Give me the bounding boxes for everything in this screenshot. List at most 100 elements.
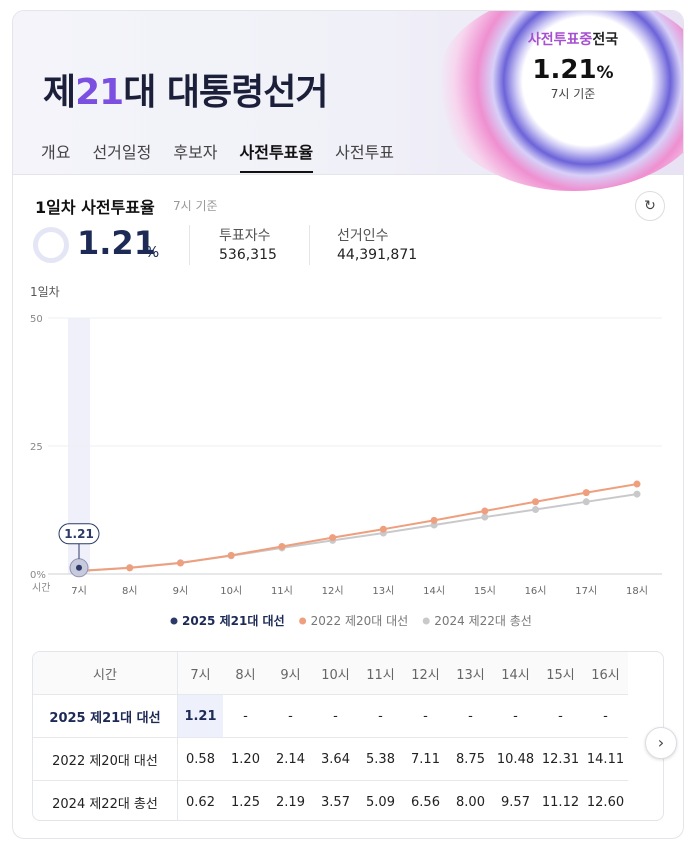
- header-cell: 11시: [358, 652, 403, 695]
- table-cell: 1.21: [177, 694, 223, 738]
- table-cell: 14.11: [583, 737, 628, 781]
- table-cell: 3.57: [313, 780, 358, 820]
- tab[interactable]: 후보자: [173, 143, 218, 162]
- card: 제21대 대통령선거 사전투표중전국 1.21% 7시 기준 개요 선거일정 후보자…: [12, 10, 684, 839]
- x-tick-label: 11시: [271, 585, 293, 597]
- table-cell: -: [403, 694, 448, 738]
- election-title: 제21대 대통령선거: [43, 63, 329, 115]
- point: [126, 564, 134, 572]
- badge-value: 1.21: [532, 55, 597, 85]
- header-cell: 9시: [268, 652, 313, 695]
- title-text: 제: [43, 72, 76, 113]
- tab[interactable]: 개요: [41, 143, 71, 162]
- header-cell: 시간: [33, 652, 178, 695]
- data-table: 시간 7시 8시 9시 10시 11시 12시 13시 14시 15시 16시 2025 제21대 대…: [33, 652, 628, 820]
- x-tick-label: 17시: [575, 585, 597, 597]
- tab[interactable]: 선거일정: [92, 143, 152, 162]
- table-cell: 0.58: [177, 737, 223, 781]
- point: [278, 542, 286, 550]
- table-cell: 5.38: [358, 737, 403, 781]
- table-cell: 5.09: [358, 780, 403, 820]
- header: 제21대 대통령선거 사전투표중전국 1.21% 7시 기준 개요 선거일정 후보자…: [13, 11, 683, 191]
- table-cell: 9.57: [493, 780, 538, 820]
- table-cell: 3.64: [313, 737, 358, 781]
- legend-swatch: [299, 617, 307, 625]
- table-cell: 0.62: [177, 780, 223, 820]
- table-cell: -: [313, 694, 358, 738]
- tab[interactable]: 사전투표: [335, 143, 395, 162]
- section-title: 1일차 사전투표율: [35, 198, 155, 217]
- point: [532, 498, 540, 506]
- header-cell: 12시: [403, 652, 448, 695]
- header-row: 시간 7시 8시 9시 10시 11시 12시 13시 14시 15시 16시: [33, 652, 628, 695]
- x-tick-label: 12시: [322, 585, 344, 597]
- header-cell: 8시: [223, 652, 268, 695]
- rate-value: 1.21: [77, 224, 156, 262]
- legend-swatch: [422, 617, 430, 625]
- refresh-button[interactable]: ↻: [635, 191, 665, 221]
- badge: 사전투표중전국 1.21% 7시 기준: [483, 29, 663, 102]
- table-cell: 8.75: [448, 737, 493, 781]
- table-box: 시간 7시 8시 9시 10시 11시 12시 13시 14시 15시 16시 2025 제21대 대…: [32, 651, 664, 821]
- table-row: 2022 제20대 대선 0.58 1.20 2.14 3.64 5.38 7.11 8.75…: [33, 737, 628, 781]
- point: [176, 559, 184, 567]
- point: [582, 498, 590, 506]
- badge-unit: %: [596, 63, 614, 83]
- y-tick-label: 0%: [30, 570, 46, 581]
- badge-time: 7시 기준: [550, 87, 596, 101]
- x-tick-label: 9시: [173, 585, 189, 597]
- x-tick-label: 8시: [122, 585, 138, 597]
- point: [227, 551, 235, 559]
- electorate-label: 선거인수: [337, 228, 389, 244]
- x-tick-label: 10시: [220, 585, 242, 597]
- legend-label: 2024 제22대 총선: [434, 614, 532, 628]
- x-axis-label: 시간: [32, 582, 50, 594]
- header-cell: 16시: [583, 652, 628, 695]
- table-row: 2025 제21대 대선 1.21- - - - - - - - -: [33, 694, 628, 738]
- voters-label: 투표자수: [219, 228, 271, 244]
- decoration: [433, 11, 683, 191]
- electorate-value: 44,391,871: [337, 247, 418, 263]
- point: [379, 525, 387, 533]
- divider: [189, 225, 190, 265]
- x-tick-label: 16시: [525, 585, 547, 597]
- table-cell: 12.60: [583, 780, 628, 820]
- point: [582, 489, 590, 497]
- y-tick-label: 25: [30, 442, 43, 453]
- table-cell: -: [583, 694, 628, 738]
- title-text: 대 대통령선거: [123, 72, 328, 113]
- table-cell: -: [493, 694, 538, 738]
- legend-swatch: [170, 617, 178, 625]
- point: [481, 507, 489, 515]
- table-cell: -: [448, 694, 493, 738]
- badge-region: 전국: [592, 32, 619, 48]
- x-tick-label: 7시: [71, 585, 87, 597]
- x-tick-label: 14시: [423, 585, 445, 597]
- badge-status: 사전투표중: [527, 32, 593, 48]
- point: [481, 513, 489, 521]
- table-cell: -: [268, 694, 313, 738]
- chart: 1일차 시간 0% 25 50 7시 8시 9시 10시 11시 12시 13시 14시 15시 16시…: [30, 285, 662, 628]
- rate-ring: [33, 227, 69, 263]
- legend-label: 2022 제20대 대선: [311, 614, 409, 628]
- x-tick-label: 18시: [626, 585, 648, 597]
- table-cell: 7.11: [403, 737, 448, 781]
- table-cell: 1.20: [223, 737, 268, 781]
- header-cell: 10시: [313, 652, 358, 695]
- x-tick-label: 15시: [474, 585, 496, 597]
- voters-value: 536,315: [219, 247, 277, 263]
- scroll-button[interactable]: ›: [645, 727, 677, 759]
- tab[interactable]: 사전투표율: [239, 139, 314, 173]
- table-cell: 6.56: [403, 780, 448, 820]
- point: [633, 490, 641, 498]
- table-cell: -: [358, 694, 403, 738]
- point: [633, 480, 641, 488]
- title-number: 21: [75, 72, 124, 113]
- data-label: 1.21: [64, 527, 94, 541]
- table-row: 2024 제22대 총선 0.62 1.25 2.19 3.57 5.09 6.56 8.00…: [33, 780, 628, 820]
- header-cell: 7시: [177, 652, 223, 695]
- rate-unit: %: [145, 243, 160, 261]
- table-cell: 2.19: [268, 780, 313, 820]
- point: [430, 516, 438, 524]
